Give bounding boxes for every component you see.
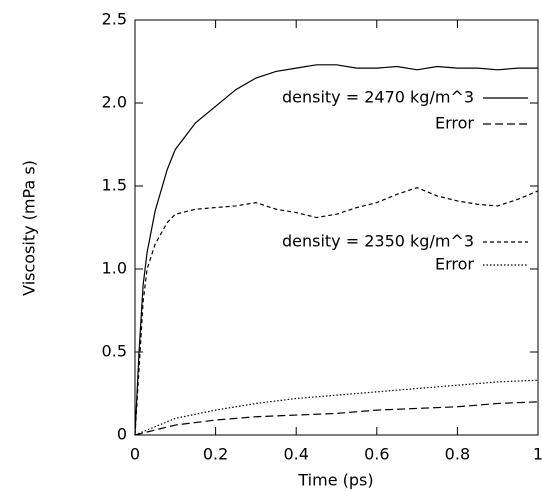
x-tick-label: 0 [130, 445, 140, 464]
y-tick-label: 1.5 [102, 176, 127, 195]
x-tick-label: 0.2 [203, 445, 228, 464]
legend-label: Error [435, 255, 474, 274]
legend-label: density = 2470 kg/m^3 [282, 88, 474, 107]
legend-label: density = 2350 kg/m^3 [282, 232, 474, 251]
series-line [134, 401, 539, 436]
series-line [134, 187, 539, 436]
x-tick-label: 0.6 [364, 445, 389, 464]
legend-label: Error [435, 114, 474, 133]
x-tick-label: 0.8 [445, 445, 470, 464]
x-axis-label: Time (ps) [297, 471, 373, 490]
y-tick-label: 0.5 [102, 342, 127, 361]
y-tick-label: 0 [117, 425, 127, 444]
x-tick-label: 0.4 [283, 445, 308, 464]
y-axis-label: Viscosity (mPa s) [20, 160, 39, 296]
x-tick-label: 1 [533, 445, 542, 464]
series-line [134, 64, 538, 436]
plot-frame [134, 19, 539, 436]
y-tick-label: 2.0 [102, 93, 127, 112]
series-line [134, 379, 539, 436]
y-tick-label: 2.5 [102, 10, 127, 29]
y-tick-label: 1.0 [102, 259, 127, 278]
